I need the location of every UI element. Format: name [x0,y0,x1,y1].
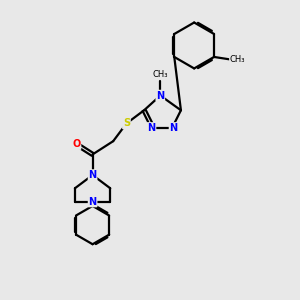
Text: N: N [88,170,97,180]
Text: CH₃: CH₃ [153,70,168,79]
Text: O: O [72,139,80,149]
Text: S: S [123,118,130,128]
Text: N: N [156,91,164,100]
Text: N: N [88,196,97,206]
Text: CH₃: CH₃ [230,55,245,64]
Text: N: N [169,123,178,133]
Text: N: N [147,123,155,133]
